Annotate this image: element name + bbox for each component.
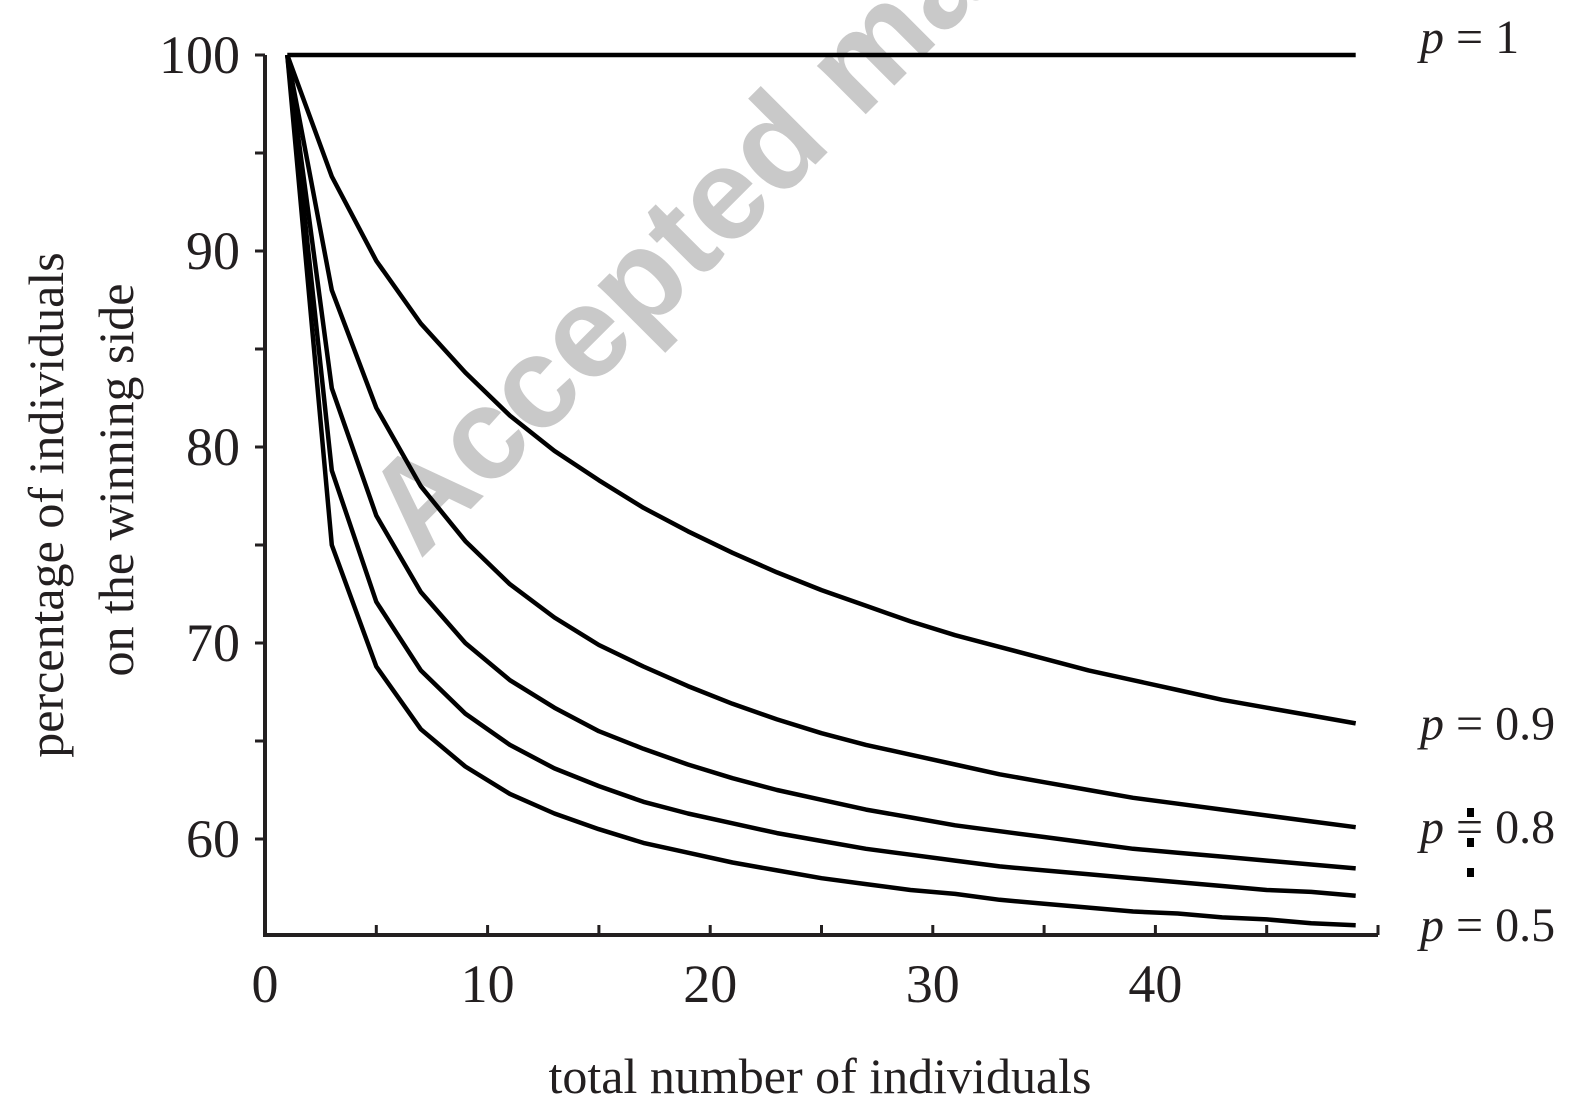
series-label-5: p = 0.5 — [1417, 899, 1555, 952]
axes: 60 70 80 90 100 0 10 20 30 40 — [159, 25, 1380, 1014]
series-line-2 — [285, 54, 1356, 830]
ellipsis-dot — [1467, 838, 1474, 847]
series-label-2: p = 0.8 — [1417, 801, 1555, 854]
y-tick-label: 100 — [159, 25, 240, 85]
y-axis-title: percentage of individuals on the winning… — [18, 252, 144, 757]
y-tick-label: 90 — [186, 221, 240, 281]
series-lines — [285, 52, 1357, 928]
x-axis-title: total number of individuals — [549, 1048, 1092, 1104]
ellipsis-dot — [1467, 808, 1474, 817]
series-line-1 — [285, 54, 1357, 726]
y-axis-title-line-2: on the winning side — [88, 283, 144, 676]
series-labels: p = 1 p = 0.9 p = 0.8 p = 0.5 — [1417, 11, 1555, 952]
series-line-5 — [285, 54, 1356, 928]
y-tick-label: 60 — [186, 809, 240, 869]
y-axis-title-line-1: percentage of individuals — [18, 252, 74, 757]
series-line-3 — [285, 54, 1356, 871]
series-line-4 — [285, 54, 1356, 899]
y-tick-label: 70 — [186, 613, 240, 673]
watermark: Accepted manuscript — [337, 0, 1375, 580]
series-label-0: p = 1 — [1417, 11, 1519, 64]
ellipsis-dot — [1467, 868, 1474, 877]
x-tick-label: 10 — [461, 954, 515, 1014]
x-tick-label: 40 — [1128, 954, 1182, 1014]
series-label-1: p = 0.9 — [1417, 697, 1555, 750]
x-tick-label: 0 — [252, 954, 279, 1014]
y-tick-label: 80 — [186, 417, 240, 477]
x-tick-label: 20 — [683, 954, 737, 1014]
x-tick-label: 30 — [906, 954, 960, 1014]
